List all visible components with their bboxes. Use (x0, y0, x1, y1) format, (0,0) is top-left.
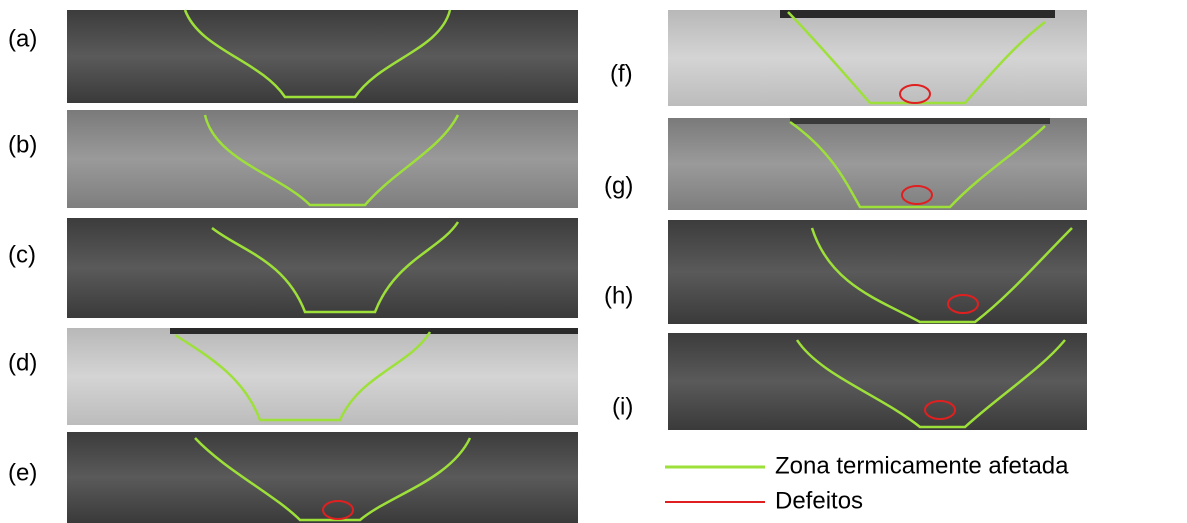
figure: (a) (b) (c) (d) (e) (f) (g) (h) (i) Zona… (0, 0, 1187, 523)
panel-label: (d) (8, 349, 37, 376)
panel-d (67, 328, 578, 425)
panel-g (668, 118, 1087, 210)
panel-a (67, 10, 578, 103)
panel-e (67, 432, 578, 523)
panel-i (668, 333, 1087, 430)
legend-label: Defeitos (775, 487, 863, 514)
panel-label: (a) (8, 25, 37, 52)
panel-c (67, 218, 578, 318)
panel-label: (e) (8, 459, 37, 486)
panel-b (67, 110, 578, 208)
panel-label: (f) (610, 60, 633, 87)
panel-label: (i) (612, 393, 633, 420)
panel-label: (b) (8, 131, 37, 158)
panel-label: (g) (604, 172, 633, 199)
panel-label: (c) (8, 241, 36, 268)
panel-f (668, 10, 1087, 106)
legend-label: Zona termicamente afetada (775, 452, 1069, 479)
panel-label: (h) (604, 282, 633, 309)
panel-h (668, 220, 1087, 324)
